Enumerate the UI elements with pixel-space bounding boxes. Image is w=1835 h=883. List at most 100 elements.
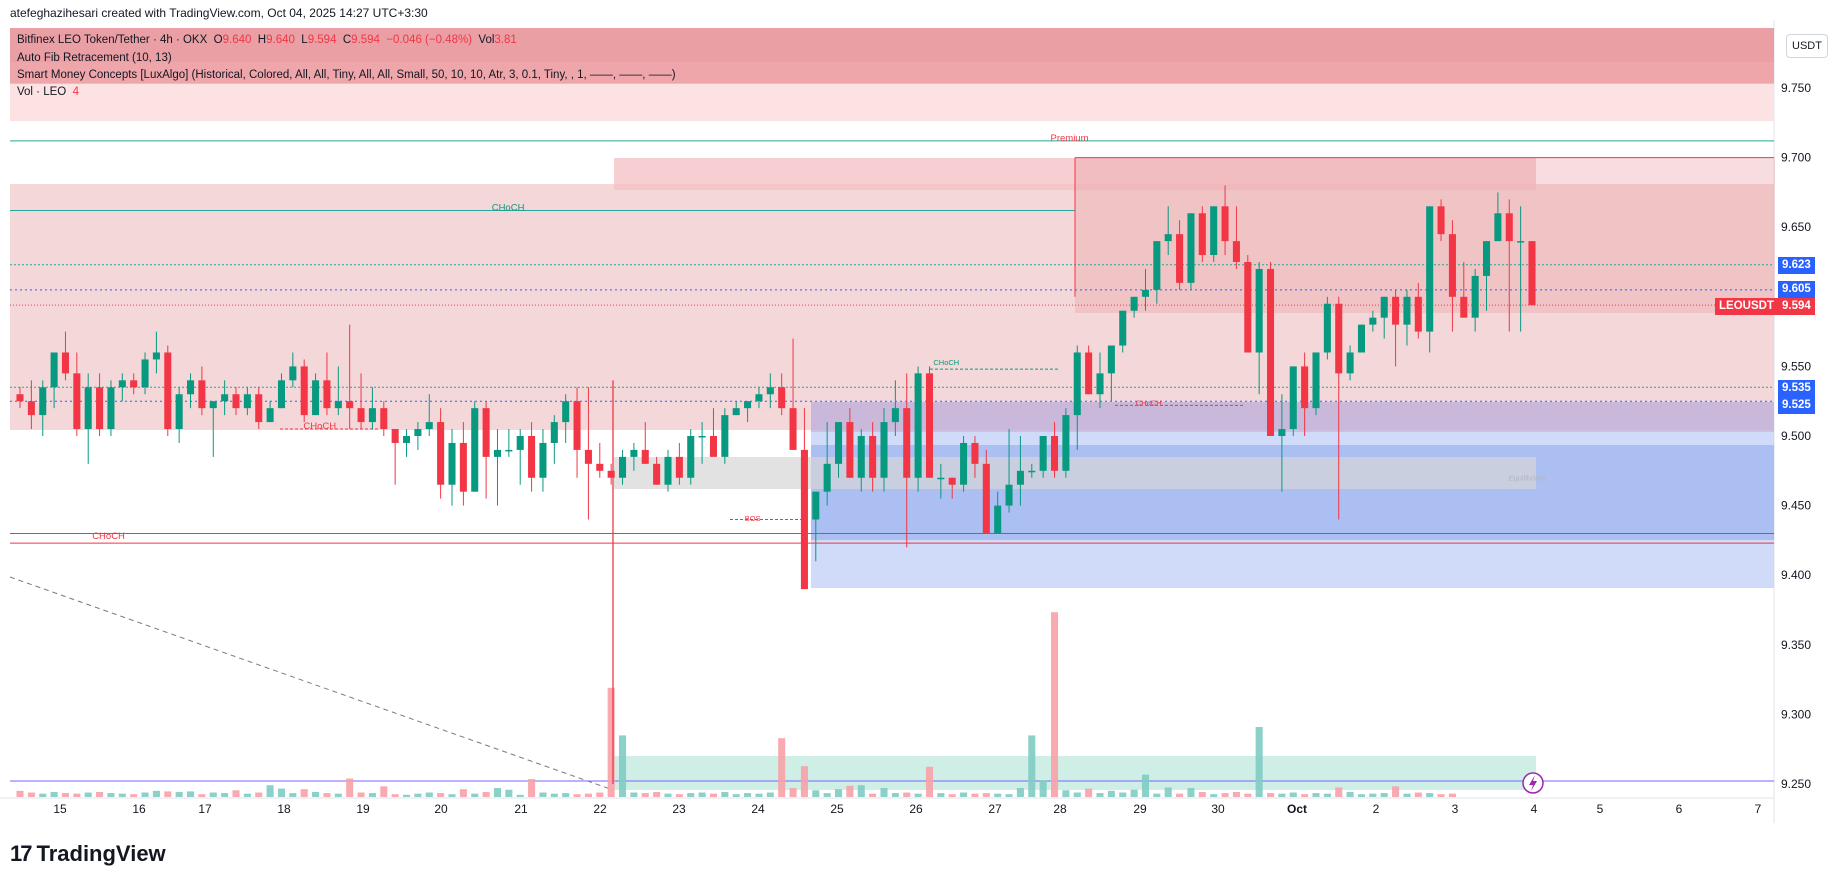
alert-lightning-icon [1522, 772, 1544, 794]
candle-body [664, 456, 672, 485]
candle [812, 491, 820, 562]
candle-body [391, 429, 399, 443]
volume-bar [84, 792, 92, 797]
fib-indicator-legend[interactable]: Auto Fib Retracement (10, 13) [17, 52, 172, 64]
candle-body [346, 401, 354, 409]
volume-bar [1085, 788, 1093, 797]
volume-bar [528, 779, 536, 797]
candle [1028, 463, 1036, 478]
volume-bar [380, 786, 388, 797]
symbol-legend[interactable]: Bitfinex LEO Token/Tether · 4h · OKX O9.… [17, 34, 517, 46]
volume-bar [425, 792, 433, 797]
volume-bar [994, 793, 1002, 797]
candle [1278, 394, 1286, 492]
volume-bar [346, 778, 354, 797]
price-tag-9605: 9.605 [1778, 281, 1815, 298]
candle [937, 463, 945, 499]
candle-body [1267, 268, 1275, 436]
x-tick-label: 29 [1133, 802, 1147, 816]
candle [1153, 241, 1161, 304]
candle-body [1494, 213, 1502, 242]
candle [482, 401, 490, 499]
candle [1312, 352, 1320, 416]
candle [1448, 220, 1456, 332]
price-tag-last: 9.594 [1778, 298, 1815, 315]
candle [982, 449, 990, 534]
candle-body [766, 387, 774, 395]
candle [891, 380, 899, 436]
candle [1369, 310, 1377, 332]
volume-bar [323, 793, 331, 797]
candle [1414, 282, 1422, 339]
volume-bar [221, 793, 229, 797]
candle-body [846, 422, 854, 478]
tradingview-logo-icon: 17 [10, 841, 33, 866]
candle [1517, 206, 1525, 332]
volume-bar [1073, 792, 1081, 797]
candle-body [118, 380, 126, 388]
candle-body [1357, 324, 1365, 353]
y-tick-label: 9.500 [1781, 429, 1811, 443]
candle [789, 338, 797, 450]
volume-bar [630, 792, 638, 797]
volume-bar [675, 794, 683, 797]
candle-body [448, 442, 456, 485]
volume-indicator-legend[interactable]: Vol · LEO 4 [17, 86, 79, 98]
candle-body [175, 394, 183, 430]
volume-bar [653, 791, 661, 797]
candle [948, 477, 956, 499]
y-tick-label: 9.450 [1781, 499, 1811, 513]
volume-bar [971, 793, 979, 797]
volume-bar [368, 793, 376, 797]
candle [1346, 345, 1354, 381]
premium-label: Premium [1051, 133, 1089, 144]
choch-label-upper: CHoCH [492, 202, 525, 213]
candle [766, 373, 774, 409]
volume-bar [584, 793, 592, 797]
candle [835, 422, 843, 478]
candle [50, 352, 58, 409]
candle-body [698, 436, 706, 438]
candle-body [653, 463, 661, 485]
candle [1289, 366, 1297, 436]
volume-bar [607, 687, 615, 797]
volume-bar [664, 793, 672, 797]
candle-body [141, 359, 149, 388]
candle [744, 401, 752, 423]
candle [1380, 296, 1388, 339]
smc-indicator-legend[interactable]: Smart Money Concepts [LuxAlgo] (Historic… [17, 69, 676, 81]
candle [61, 331, 69, 381]
candle [1176, 220, 1184, 290]
candle-body [1130, 296, 1138, 311]
candle [1210, 206, 1218, 262]
candle-body [1016, 470, 1024, 485]
candle-body [1426, 206, 1434, 332]
tradingview-brand[interactable]: 17 TradingView [10, 841, 166, 867]
volume-bar [289, 793, 297, 797]
volume-bar [1380, 793, 1388, 797]
candle-body [1039, 436, 1047, 471]
candle [1130, 296, 1138, 318]
high-value: 9.640 [266, 34, 295, 46]
candle [1232, 206, 1240, 269]
candle-body [1346, 352, 1354, 374]
symbol-tag: LEOUSDT [1715, 298, 1778, 315]
candle [562, 394, 570, 443]
x-tick-label: 27 [988, 802, 1002, 816]
candle [1244, 255, 1252, 353]
candle [152, 331, 160, 374]
candle-body [528, 436, 536, 478]
volume-bar [789, 788, 797, 797]
volume-bar [891, 793, 899, 797]
volume-bar [164, 791, 172, 797]
candle-body [1085, 352, 1093, 395]
candle [1107, 345, 1115, 402]
currency-button[interactable]: USDT [1786, 34, 1828, 58]
volume-bar [152, 790, 160, 797]
candle [312, 373, 320, 416]
volume-bar [869, 793, 877, 797]
candle [1039, 436, 1047, 478]
candle-body [573, 401, 581, 450]
candle-body [869, 436, 877, 478]
